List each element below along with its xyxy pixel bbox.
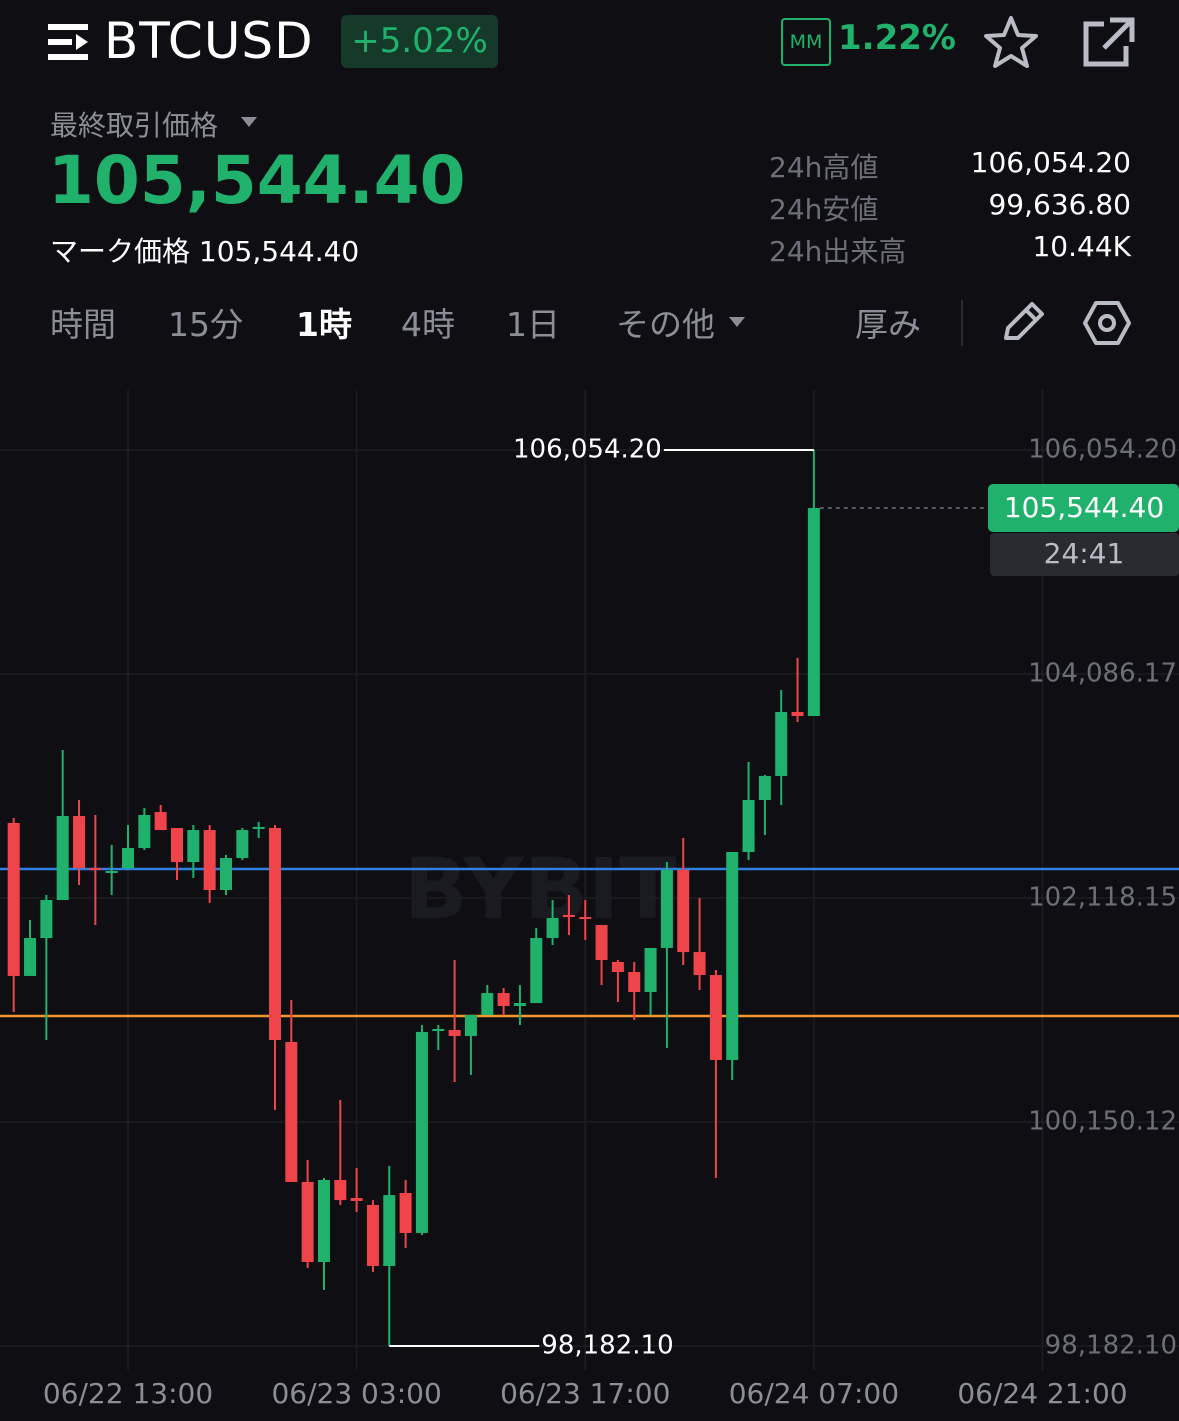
stat-value: 106,054.20 xyxy=(970,146,1131,179)
y-tick-label: 98,182.10 xyxy=(1045,1330,1177,1360)
symbol[interactable]: BTCUSD xyxy=(104,12,314,70)
candle-body xyxy=(24,938,37,976)
candle-body xyxy=(383,1195,396,1266)
draw-icon[interactable] xyxy=(998,298,1048,346)
candle-body xyxy=(677,869,690,953)
candle-body xyxy=(366,1204,379,1266)
candle-body xyxy=(579,916,592,920)
candle-body xyxy=(660,869,673,948)
candle-body xyxy=(742,799,755,852)
candle-body xyxy=(89,868,102,871)
x-tick-label: 06/22 13:00 xyxy=(43,1377,213,1410)
stat-value: 99,636.80 xyxy=(988,188,1131,221)
tab[interactable]: 4時 xyxy=(401,305,455,344)
y-tick-label: 102,118.15 xyxy=(1028,882,1177,912)
x-tick-label: 06/24 21:00 xyxy=(957,1377,1127,1410)
candle-body xyxy=(562,914,575,917)
last-price-tag xyxy=(988,483,1179,532)
y-tick-label: 100,150.12 xyxy=(1028,1106,1177,1136)
candle-body xyxy=(317,1180,330,1262)
candle-body xyxy=(791,712,804,716)
candle-body xyxy=(252,826,265,829)
candle-body xyxy=(415,1031,428,1233)
candle-body xyxy=(693,952,706,976)
candle-body xyxy=(7,822,20,976)
mm-badge: MM xyxy=(781,18,831,66)
stat-value: 10.44K xyxy=(1032,230,1131,263)
tab[interactable]: 15分 xyxy=(168,305,243,344)
candle-body xyxy=(513,1003,526,1006)
stat-label: 24h出来高 xyxy=(769,235,907,268)
tab[interactable]: 時間 xyxy=(50,305,116,344)
candle-body xyxy=(301,1181,314,1262)
candle-body xyxy=(775,712,788,776)
x-tick-label: 06/24 07:00 xyxy=(729,1377,899,1410)
divider xyxy=(961,300,963,346)
stat-label: 24h安値 xyxy=(769,193,879,226)
candle-body xyxy=(726,852,739,1060)
mm-value: 1.22% xyxy=(838,18,956,58)
x-tick-label: 06/23 03:00 xyxy=(271,1377,441,1410)
candle-body xyxy=(432,1028,445,1032)
candle-body xyxy=(236,830,249,859)
dropdown-icon xyxy=(241,117,257,127)
candle-body xyxy=(203,830,216,891)
price-label[interactable]: 最終取引価格 xyxy=(50,109,219,142)
star-icon[interactable] xyxy=(982,14,1040,70)
x-tick-label: 06/23 17:00 xyxy=(500,1377,670,1410)
candle-body xyxy=(138,815,151,849)
candle-body xyxy=(122,848,135,869)
candle-body xyxy=(105,871,118,874)
candle-body xyxy=(73,816,86,869)
y-tick-label: 104,086.17 xyxy=(1028,658,1177,688)
mark-price: 105,544.40 xyxy=(198,235,360,268)
stat-label: 24h高値 xyxy=(769,151,879,184)
tab[interactable]: 厚み xyxy=(855,305,921,344)
annotation-label: 98,182.10 xyxy=(541,1330,673,1360)
candle-body xyxy=(40,900,53,939)
candle-body xyxy=(268,827,281,1041)
candle-body xyxy=(628,971,641,992)
candle-body xyxy=(481,993,494,1015)
candle-body xyxy=(448,1030,461,1037)
change-badge: +5.02% xyxy=(341,15,498,68)
candle-body xyxy=(807,507,820,716)
candle-body xyxy=(595,924,608,961)
tab[interactable]: 1日 xyxy=(506,305,560,344)
candle-body xyxy=(171,827,183,863)
candle-body xyxy=(56,816,69,901)
candle-body xyxy=(644,947,657,992)
menu-icon[interactable] xyxy=(46,22,92,62)
candle-body xyxy=(219,858,232,891)
watermark: BYBIT xyxy=(404,840,677,938)
candle-body xyxy=(758,775,771,800)
candle-body xyxy=(530,938,543,1004)
candle-body xyxy=(546,918,559,939)
mark-label-text: マーク価格 xyxy=(50,235,191,268)
annotation-label: 106,054.20 xyxy=(513,434,662,464)
settings-icon[interactable] xyxy=(1082,298,1132,348)
tab[interactable]: 1時 xyxy=(296,305,352,344)
candle-body xyxy=(154,812,167,831)
candle-body xyxy=(497,993,510,1006)
share-icon[interactable] xyxy=(1080,16,1136,70)
candle-body xyxy=(464,1014,477,1037)
dropdown-icon xyxy=(729,317,745,327)
candle-body xyxy=(350,1198,363,1201)
countdown: 24:41 xyxy=(1044,537,1125,570)
mark-label: マーク価格 105,544.40 xyxy=(50,230,359,270)
tab[interactable]: その他 xyxy=(616,305,715,344)
last-price: 105,544.40 xyxy=(48,142,466,219)
candle-body xyxy=(399,1193,412,1233)
candle-body xyxy=(709,975,722,1060)
last-price-label: 105,544.40 xyxy=(1004,491,1164,524)
candle-body xyxy=(334,1180,347,1201)
candle-body xyxy=(187,830,200,863)
candle-body xyxy=(285,1041,298,1182)
countdown-tag xyxy=(990,532,1179,576)
y-tick-label: 106,054.20 xyxy=(1028,434,1177,464)
candle-body xyxy=(611,961,624,972)
